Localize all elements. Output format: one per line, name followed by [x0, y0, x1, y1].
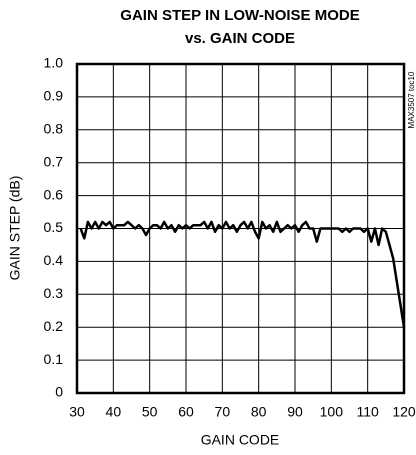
y-tick-label: 1.0	[44, 55, 64, 71]
plot-frame	[75, 62, 406, 395]
x-tick-label: 100	[320, 404, 344, 420]
y-tick-label: 0.5	[44, 219, 64, 235]
y-tick-label: 0	[55, 384, 63, 400]
x-tick-label: 40	[106, 404, 122, 420]
y-tick-label: 0.6	[44, 186, 64, 202]
y-tick-label: 0.9	[44, 88, 64, 104]
x-tick-label: 90	[287, 404, 303, 420]
x-tick-label: 80	[251, 404, 267, 420]
x-tick-label: 120	[392, 404, 416, 420]
y-tick-label: 0.4	[44, 252, 64, 268]
y-tick-label: 0.1	[44, 351, 64, 367]
y-tick-label: 0.2	[44, 318, 64, 334]
x-tick-label: 30	[69, 404, 85, 420]
y-axis-label: GAIN STEP (dB)	[7, 176, 23, 281]
data-line	[79, 220, 406, 328]
x-tick-label: 110	[357, 404, 380, 420]
y-tick-label: 0.7	[44, 153, 64, 169]
chart-subtitle: vs. GAIN CODE	[185, 30, 295, 47]
x-tick-label: 60	[178, 404, 194, 420]
y-tick-label: 0.8	[44, 121, 64, 137]
y-tick-label: 0.3	[44, 285, 64, 301]
x-tick-label: 50	[142, 404, 158, 420]
x-axis-label: GAIN CODE	[201, 432, 280, 448]
annotation: MAX3507 toc10	[407, 71, 416, 128]
chart-title: GAIN STEP IN LOW-NOISE MODE	[120, 7, 359, 24]
x-tick-label: 70	[215, 404, 231, 420]
